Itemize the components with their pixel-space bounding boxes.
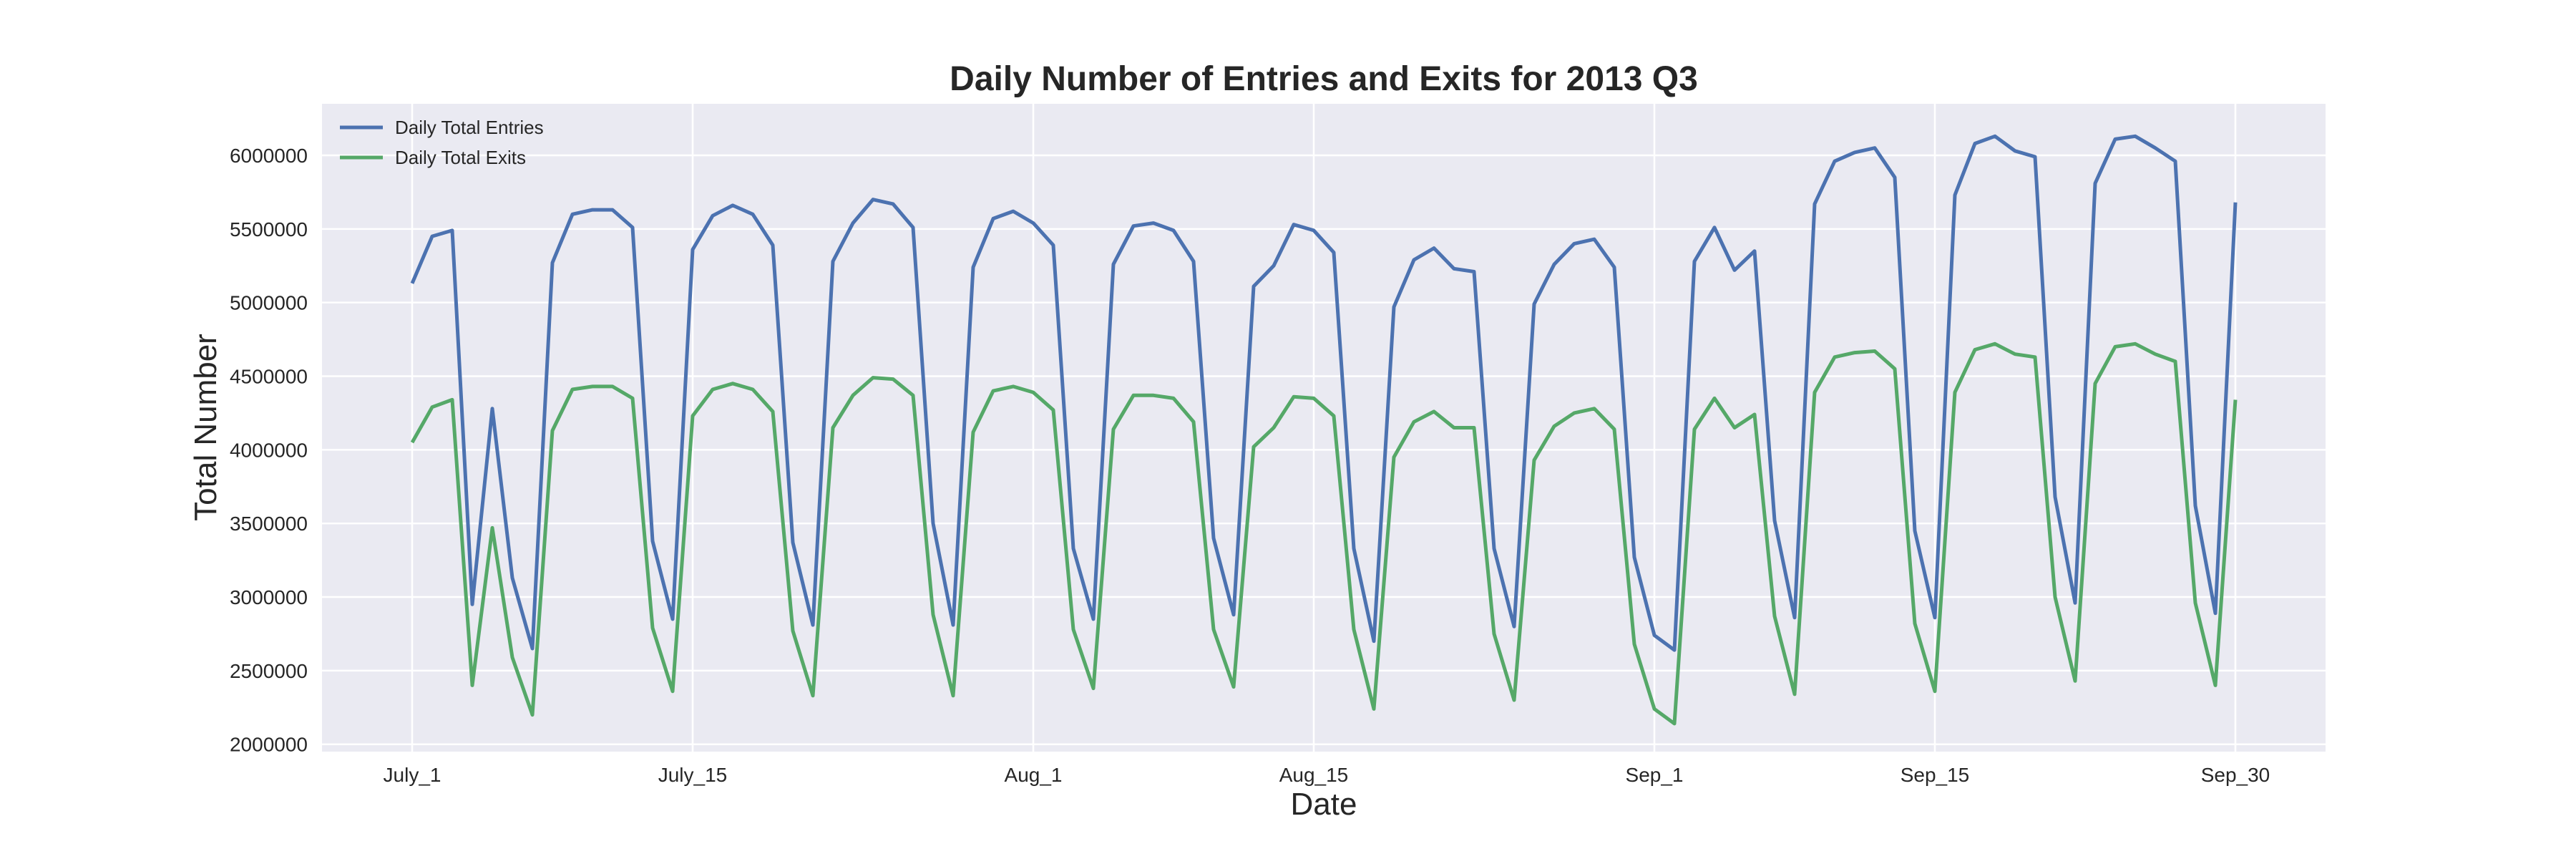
y-axis-label: Total Number <box>188 334 223 521</box>
x-tick-label: Sep_1 <box>1626 764 1684 786</box>
y-tick-label: 4000000 <box>230 439 308 461</box>
y-tick-label: 6000000 <box>230 145 308 167</box>
y-tick-label: 5500000 <box>230 218 308 241</box>
series-line-exits <box>410 341 2238 726</box>
y-tick-label: 3500000 <box>230 513 308 535</box>
x-tick-label: Sep_15 <box>1901 764 1970 786</box>
legend-label: Daily Total Exits <box>395 147 526 168</box>
y-tick-label: 2000000 <box>230 734 308 756</box>
y-tick-labels: 2000000 2500000 3000000 3500000 4000000 45000… <box>230 145 308 756</box>
series-lines <box>410 134 2238 726</box>
chart-title: Daily Number of Entries and Exits for 20… <box>950 60 1698 98</box>
legend-label: Daily Total Entries <box>395 117 544 138</box>
plot-background <box>322 104 2326 752</box>
x-tick-label: Sep_30 <box>2201 764 2270 786</box>
x-tick-label: July_1 <box>384 764 441 786</box>
y-tick-label: 5000000 <box>230 292 308 314</box>
y-tick-label: 4500000 <box>230 366 308 388</box>
x-tick-label: Aug_15 <box>1279 764 1349 786</box>
x-axis-label: Date <box>1291 787 1357 822</box>
legend: Daily Total Entries Daily Total Exits <box>340 117 544 168</box>
series-line-entries <box>410 134 2238 652</box>
x-tick-labels: July_1 July_15 Aug_1 Aug_15 Sep_1 Sep_15 Sep_3… <box>384 764 2270 786</box>
gridlines <box>322 104 2326 752</box>
x-tick-label: Aug_1 <box>1005 764 1063 786</box>
x-tick-label: July_15 <box>658 764 728 786</box>
y-tick-label: 2500000 <box>230 660 308 682</box>
y-tick-label: 3000000 <box>230 586 308 608</box>
